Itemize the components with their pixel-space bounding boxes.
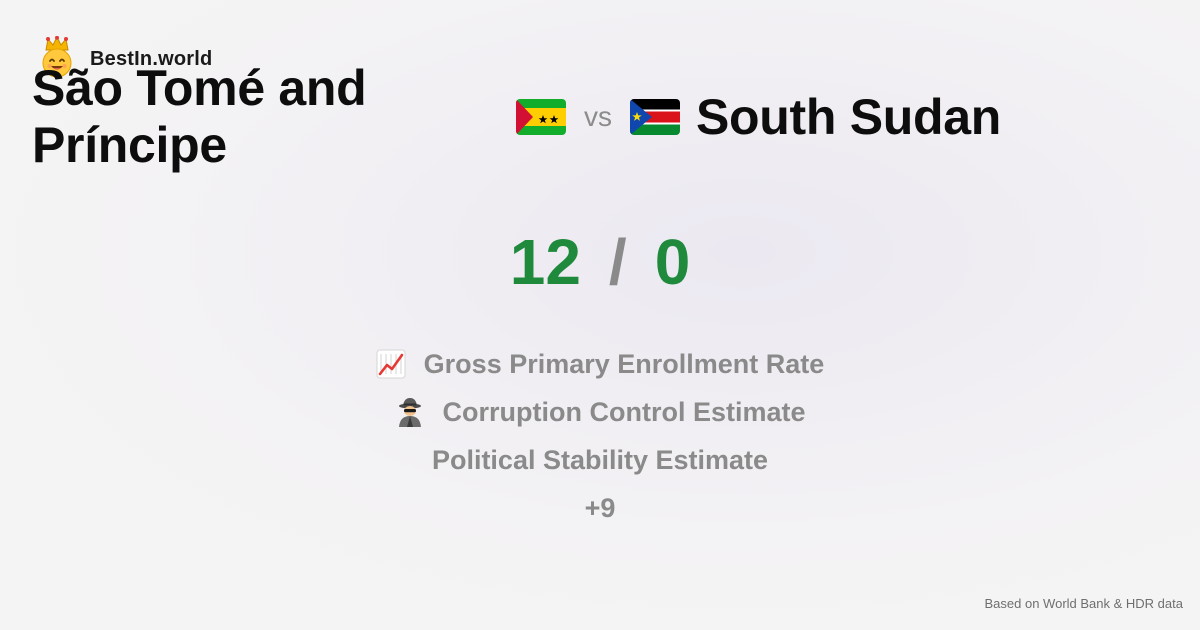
country-a-score: 12 — [509, 226, 581, 298]
comparison-header: vs South Sudan — [516, 88, 1001, 146]
brand-name: BestIn.world — [90, 47, 213, 70]
vs-label: vs — [584, 101, 612, 132]
metric-item[interactable]: Corruption Control Estimate — [0, 388, 1200, 436]
metric-item[interactable]: Political Stability Estimate — [0, 436, 1200, 484]
data-source-note: Based on World Bank & HDR data — [984, 596, 1183, 611]
metric-label: Gross Primary Enrollment Rate — [423, 348, 825, 379]
country-b-name[interactable]: South Sudan — [696, 89, 1002, 145]
metric-label: Corruption Control Estimate — [442, 396, 806, 427]
detective-icon — [395, 397, 425, 427]
country-a-name[interactable]: São Tomé and Príncipe — [32, 60, 367, 173]
more-metrics-count[interactable]: +9 — [0, 484, 1200, 532]
brand[interactable]: BestIn.world — [40, 35, 213, 78]
metric-item[interactable]: Gross Primary Enrollment Rate — [0, 340, 1200, 388]
metric-label: Political Stability Estimate — [431, 444, 769, 475]
metrics-list: Gross Primary Enrollment Rate Corruption… — [0, 340, 1200, 532]
country-b-score: 0 — [654, 226, 691, 298]
score-separator: / — [608, 226, 627, 298]
metric-label: +9 — [584, 492, 616, 523]
score-display: 12 / 0 — [0, 222, 1200, 302]
south-sudan-flag-icon — [630, 99, 680, 135]
chart-increasing-icon — [376, 349, 406, 379]
crowned-smiley-icon — [40, 35, 74, 78]
sao-tome-and-principe-flag-icon — [516, 99, 566, 135]
